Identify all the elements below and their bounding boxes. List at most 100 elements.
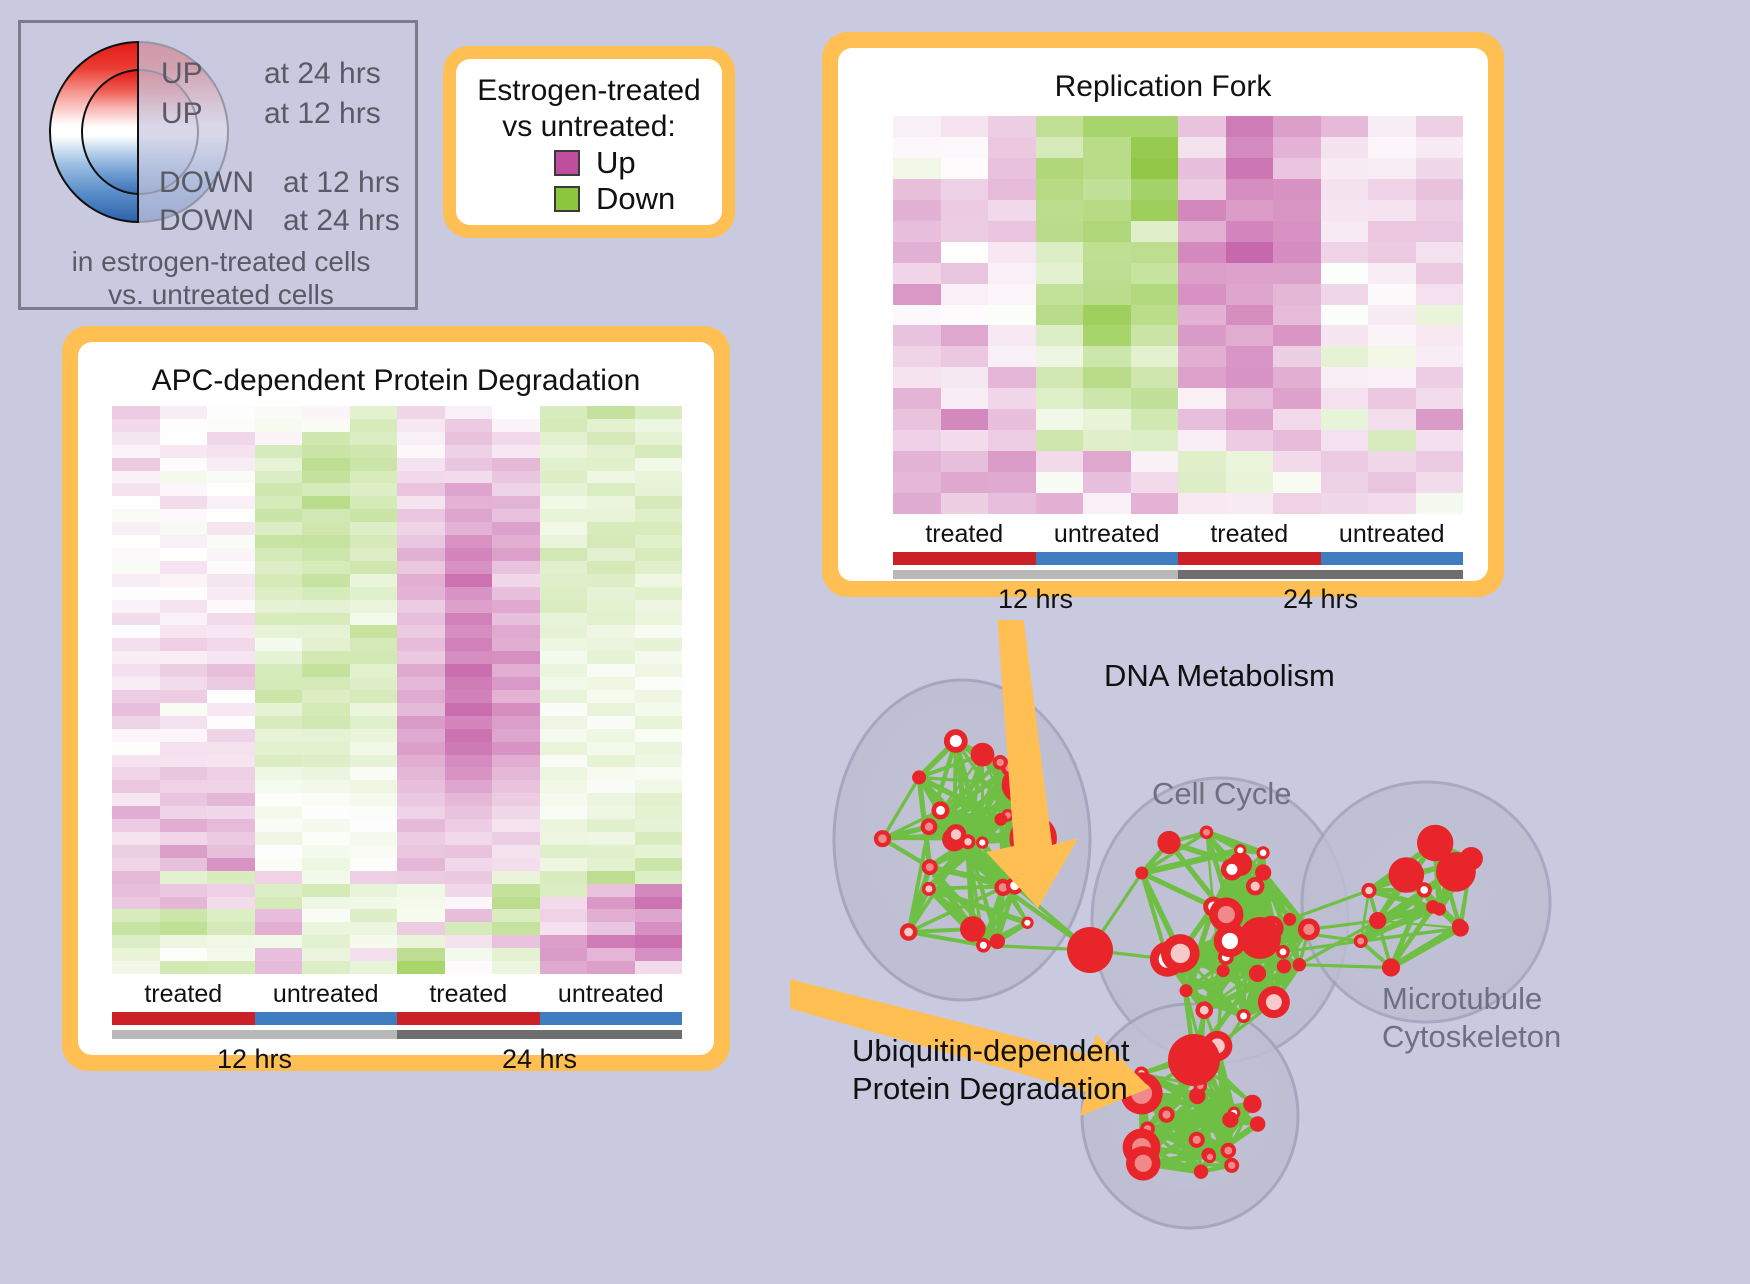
heatmap-cell (255, 535, 303, 548)
heatmap-cell (540, 897, 588, 910)
network-node[interactable] (1067, 927, 1113, 973)
heatmap-cell (1368, 451, 1416, 472)
network-node[interactable] (1168, 1034, 1220, 1086)
heatmap-cell (255, 909, 303, 922)
replication-fork-time-bar (893, 570, 1463, 579)
heatmap-cell (350, 496, 398, 509)
network-node[interactable] (1135, 867, 1148, 880)
network-node[interactable] (1255, 864, 1271, 880)
time-color-segment (112, 1030, 397, 1039)
heatmap-cell (587, 845, 635, 858)
heatmap-cell (988, 325, 1036, 346)
heatmap-cell (635, 716, 683, 729)
network-node[interactable] (1369, 912, 1386, 929)
heatmap-cell (160, 742, 208, 755)
network-node[interactable] (995, 813, 1008, 826)
heatmap-cell (893, 388, 941, 409)
heatmap-cell (350, 664, 398, 677)
heatmap-cell (397, 819, 445, 832)
heatmap-cell (350, 419, 398, 432)
heatmap-cell (160, 535, 208, 548)
network-node[interactable] (1222, 1112, 1238, 1128)
treatment-color-segment (112, 1012, 255, 1025)
heatmap-cell (1273, 242, 1321, 263)
heatmap-cell (255, 548, 303, 561)
heatmap-cell (492, 625, 540, 638)
network-node[interactable] (1382, 958, 1400, 976)
heatmap-cell (397, 767, 445, 780)
heatmap-cell (160, 922, 208, 935)
heatmap-cell (255, 742, 303, 755)
heatmap-cell (1416, 221, 1464, 242)
heatmap-cell (635, 548, 683, 561)
heatmap-cell (397, 419, 445, 432)
apc-degradation-time-bar (112, 1030, 682, 1039)
heatmap-cell (492, 496, 540, 509)
network-node[interactable] (1250, 1116, 1265, 1131)
network-node[interactable] (990, 934, 1005, 949)
heatmap-cell (540, 509, 588, 522)
heatmap-cell (302, 587, 350, 600)
heatmap-cell (445, 471, 493, 484)
network-node[interactable] (1277, 959, 1291, 973)
heatmap-cell (540, 574, 588, 587)
network-node[interactable] (1293, 958, 1306, 971)
heatmap-cell (255, 897, 303, 910)
heatmap-cell (302, 935, 350, 948)
heatmap-cell (540, 432, 588, 445)
heatmap-cell (492, 483, 540, 496)
heatmap-cell (160, 613, 208, 626)
cluster-label-microtubule: Microtubule Cytoskeleton (1382, 980, 1561, 1056)
network-node[interactable] (960, 916, 986, 942)
heatmap-cell (302, 871, 350, 884)
heatmap-cell (445, 483, 493, 496)
heatmap-cell (445, 819, 493, 832)
network-node[interactable] (1239, 917, 1281, 959)
network-node[interactable] (1243, 1095, 1261, 1113)
estrogen-legend-title: Estrogen-treated vs untreated: (456, 73, 722, 145)
heatmap-cell (492, 819, 540, 832)
heatmap-cell (1083, 409, 1131, 430)
heatmap-cell (540, 625, 588, 638)
network-node-core (1171, 944, 1190, 963)
network-node[interactable] (1436, 852, 1476, 892)
network-node[interactable] (1217, 964, 1230, 977)
heatmap-cell (587, 767, 635, 780)
heatmap-cell (302, 961, 350, 974)
heatmap-cell (635, 638, 683, 651)
heatmap-cell (1321, 200, 1369, 221)
heatmap-cell (1321, 409, 1369, 430)
heatmap-cell (207, 767, 255, 780)
heatmap-cell (397, 406, 445, 419)
network-node[interactable] (1452, 919, 1467, 934)
network-node[interactable] (1180, 984, 1193, 997)
network-node[interactable] (1194, 1165, 1208, 1179)
heatmap-cell (160, 483, 208, 496)
heatmap-cell (112, 458, 160, 471)
heatmap-cell (1178, 430, 1226, 451)
heatmap-cell (160, 445, 208, 458)
treatment-color-segment (1178, 552, 1321, 565)
heatmap-cell (1226, 409, 1274, 430)
heatmap-cell (207, 716, 255, 729)
heatmap-cell (350, 716, 398, 729)
heatmap-cell (207, 535, 255, 548)
heatmap-cell (1131, 451, 1179, 472)
heatmap-cell (635, 690, 683, 703)
heatmap-cell (492, 948, 540, 961)
network-node[interactable] (1433, 903, 1446, 916)
heatmap-cell (893, 451, 941, 472)
network-node[interactable] (971, 743, 995, 767)
network-node[interactable] (1157, 831, 1180, 854)
heatmap-cell (350, 845, 398, 858)
heatmap-cell (941, 242, 989, 263)
network-node[interactable] (1283, 913, 1296, 926)
network-node-core (926, 863, 934, 871)
network-node-core (1207, 1154, 1213, 1160)
heatmap-cell (587, 406, 635, 419)
heatmap-cell (492, 755, 540, 768)
network-node[interactable] (912, 770, 926, 784)
heatmap-cell (302, 445, 350, 458)
network-node[interactable] (1249, 965, 1266, 982)
